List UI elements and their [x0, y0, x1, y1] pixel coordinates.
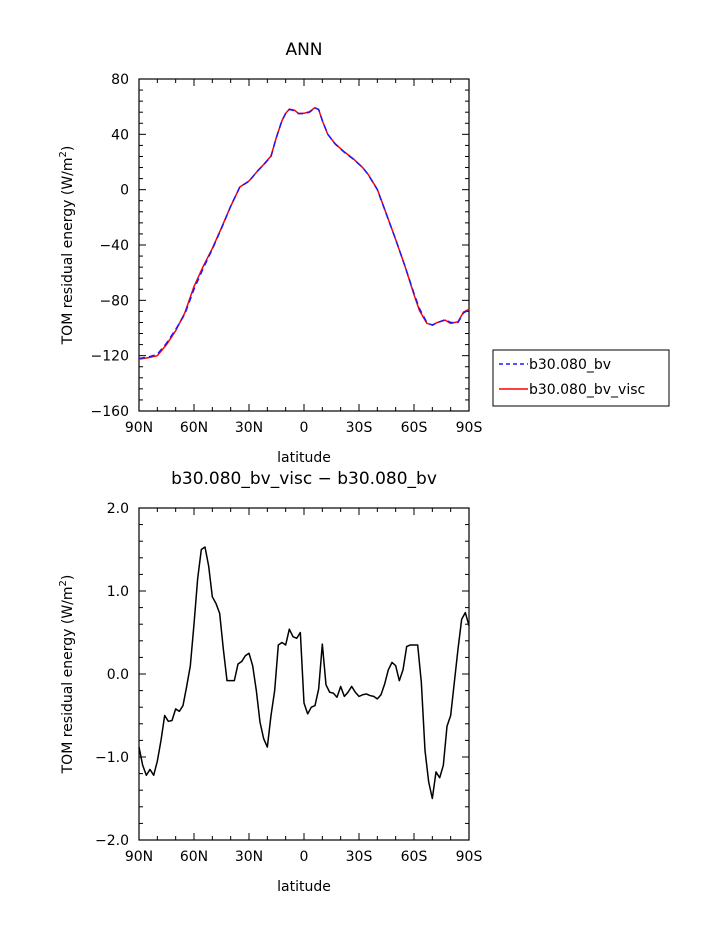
x-tick-label: 0	[300, 849, 309, 865]
x-tick-label: 90S	[456, 420, 483, 436]
x-tick-label: 60N	[180, 849, 208, 865]
y-tick-label: −1.0	[95, 750, 129, 766]
y-tick-label: −160	[91, 404, 129, 420]
y-tick-label: 1.0	[107, 584, 129, 600]
x-tick-label: 60S	[401, 849, 428, 865]
x-tick-label: 90N	[125, 420, 153, 436]
y-tick-label: 0	[120, 183, 129, 199]
x-tick-label: 30N	[235, 420, 263, 436]
x-tick-label: 30S	[346, 420, 373, 436]
y-tick-label: 80	[111, 72, 129, 88]
x-tick-label: 90N	[125, 849, 153, 865]
series-line-diff-0	[138, 546, 470, 800]
bottom-panel: b30.080_bv_visc − b30.080_bv 90N 60N 30N 0 3…	[58, 469, 482, 895]
bottom-x-axis-label: latitude	[277, 879, 331, 895]
y-tick-label: 0.0	[107, 667, 129, 683]
x-tick-label: 30S	[346, 849, 373, 865]
x-tick-label: 60S	[401, 420, 428, 436]
x-tick-label: 30N	[235, 849, 263, 865]
y-tick-label: −40	[99, 238, 129, 254]
legend: b30.080_bv b30.080_bv_visc	[492, 349, 670, 407]
top-y-axis-label: TOM residual energy (W/m2)	[58, 146, 76, 346]
bottom-y-axis-label: TOM residual energy (W/m2)	[58, 575, 76, 775]
x-tick-label: 90S	[456, 849, 483, 865]
legend-box	[492, 349, 670, 407]
legend-label-b30.080_bv_visc: b30.080_bv_visc	[529, 382, 645, 398]
y-tick-label: 2.0	[107, 501, 129, 517]
top-plot-frame	[138, 78, 470, 412]
y-tick-label: 40	[111, 127, 129, 143]
bottom-chart-title: b30.080_bv_visc − b30.080_bv	[171, 469, 437, 489]
y-tick-label: −2.0	[95, 833, 129, 849]
top-x-axis-label: latitude	[277, 450, 331, 466]
series-line-b30.080_bv_visc	[138, 106, 470, 360]
y-tick-label: −80	[99, 293, 129, 309]
y-tick-label: −120	[91, 349, 129, 365]
legend-label-b30.080_bv: b30.080_bv	[529, 357, 611, 373]
series-line-b30.080_bv	[138, 107, 470, 360]
top-chart-title: ANN	[285, 40, 322, 60]
top-panel: ANN 90N 60N 30N 0 30S 60S 90S 80 40 0 −40 −80 −120 −…	[58, 40, 482, 466]
x-tick-label: 60N	[180, 420, 208, 436]
x-tick-label: 0	[300, 420, 309, 436]
